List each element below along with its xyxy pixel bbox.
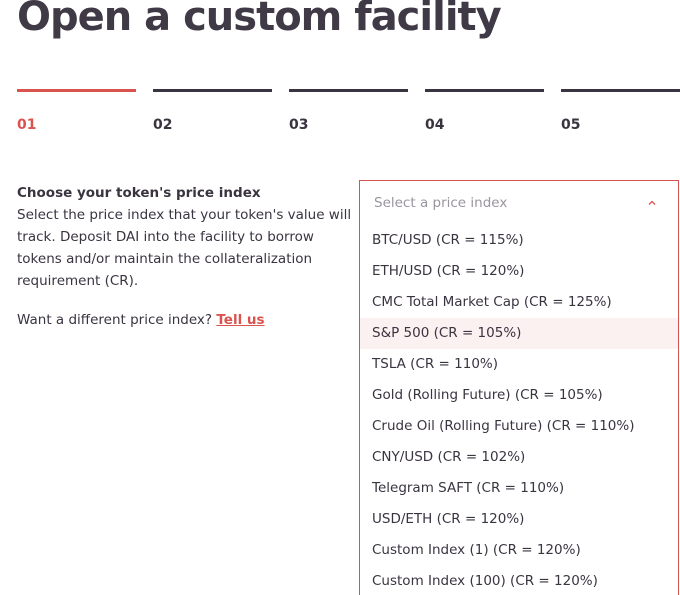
step-5-label: 05	[561, 117, 581, 133]
alt-index-prompt: Want a different price index? Tell us	[17, 309, 352, 331]
step-2-progress-bar	[153, 89, 272, 92]
option-telegram-saft[interactable]: Telegram SAFT (CR = 110%)	[372, 480, 565, 496]
section-title: Choose your token's price index	[17, 185, 261, 201]
step-1[interactable]: 01	[17, 89, 136, 133]
option-list: BTC/USD (CR = 115%) ETH/USD (CR = 120%) …	[360, 225, 678, 595]
step-3[interactable]: 03	[289, 89, 408, 133]
option-tsla[interactable]: TSLA (CR = 110%)	[372, 356, 499, 372]
price-index-select-toggle[interactable]: Select a price index	[360, 181, 678, 225]
price-index-select[interactable]: Select a price index BTC/USD (CR = 115%)…	[359, 180, 679, 595]
option-eth-usd[interactable]: ETH/USD (CR = 120%)	[372, 263, 525, 279]
step-4-progress-bar	[425, 89, 544, 92]
alt-index-text: Want a different price index?	[17, 312, 213, 328]
option-custom-index-100[interactable]: Custom Index (100) (CR = 120%)	[372, 573, 598, 589]
select-placeholder: Select a price index	[374, 195, 508, 211]
option-cmc-total-market-cap[interactable]: CMC Total Market Cap (CR = 125%)	[372, 294, 612, 310]
option-sp-500[interactable]: S&P 500 (CR = 105%)	[360, 318, 678, 349]
option-btc-usd[interactable]: BTC/USD (CR = 115%)	[372, 232, 524, 248]
option-custom-index-1[interactable]: Custom Index (1) (CR = 120%)	[372, 542, 581, 558]
step-1-label: 01	[17, 117, 37, 133]
chevron-up-icon[interactable]	[648, 199, 656, 207]
step-3-progress-bar	[289, 89, 408, 92]
step-3-label: 03	[289, 117, 309, 133]
step-2-label: 02	[153, 117, 173, 133]
section-description: Select the price index that your token's…	[17, 207, 352, 289]
page-title: Open a custom facility	[17, 0, 502, 40]
step-5-progress-bar	[561, 89, 680, 92]
option-crude-oil[interactable]: Crude Oil (Rolling Future) (CR = 110%)	[372, 418, 635, 434]
option-cny-usd[interactable]: CNY/USD (CR = 102%)	[372, 449, 526, 465]
step-4[interactable]: 04	[425, 89, 544, 133]
step-4-label: 04	[425, 117, 445, 133]
form-intro: Choose your token's price index Select t…	[17, 183, 352, 331]
option-usd-eth[interactable]: USD/ETH (CR = 120%)	[372, 511, 525, 527]
step-2[interactable]: 02	[153, 89, 272, 133]
option-gold[interactable]: Gold (Rolling Future) (CR = 105%)	[372, 387, 603, 403]
step-5[interactable]: 05	[561, 89, 680, 133]
tell-us-link[interactable]: Tell us	[216, 312, 265, 328]
step-1-progress-bar	[17, 89, 136, 92]
